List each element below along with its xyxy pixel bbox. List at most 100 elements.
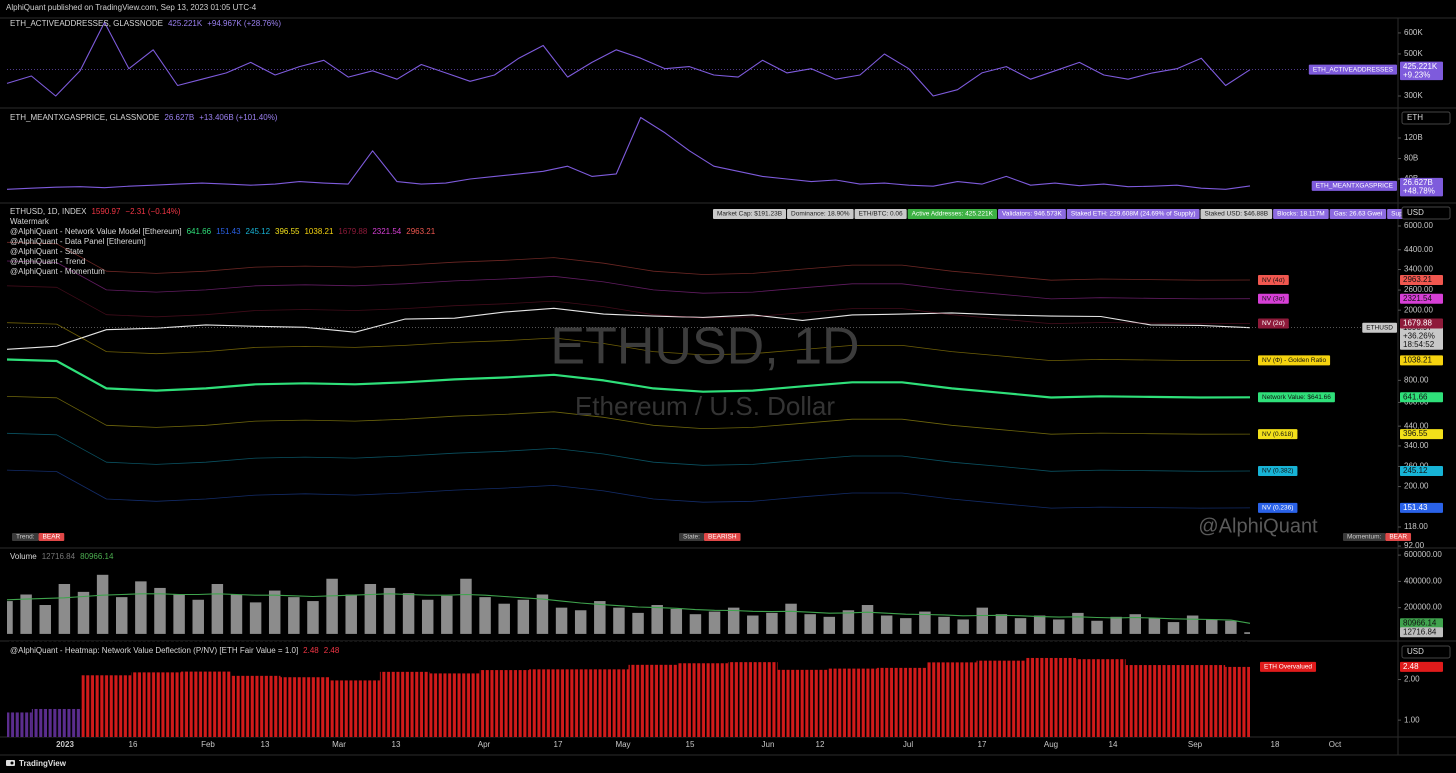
series-name-tag: ETHUSD bbox=[1366, 324, 1393, 331]
x-tick-label: 16 bbox=[129, 740, 138, 749]
x-tick-label: 12 bbox=[816, 740, 825, 749]
status-value: BEAR bbox=[1389, 534, 1407, 541]
bar bbox=[39, 605, 51, 634]
nv-tag-box bbox=[1258, 275, 1289, 286]
volume-value-tag-box bbox=[1400, 627, 1443, 638]
bar bbox=[919, 611, 931, 634]
bar bbox=[1033, 615, 1046, 634]
nv-tag-box bbox=[1258, 502, 1298, 513]
nv-value-tag-box bbox=[1400, 293, 1443, 304]
indicator-value: 2963.21 bbox=[406, 227, 435, 236]
indicator-name: @AlphiQuant - State bbox=[10, 247, 84, 256]
nv-tag: NV (3σ) bbox=[1262, 295, 1285, 302]
heatmap-value-tag-box bbox=[1400, 661, 1443, 672]
x-tick-label: 13 bbox=[392, 740, 401, 749]
indicator-name: @AlphiQuant - Network Value Model [Ether… bbox=[10, 227, 182, 236]
bar bbox=[211, 583, 224, 634]
bar bbox=[555, 607, 568, 634]
legend-change: +94.967K (+28.76%) bbox=[207, 19, 281, 28]
bar bbox=[900, 618, 912, 634]
heatmap-tag-box bbox=[1260, 661, 1317, 672]
ma-value-tag: 80966.14 bbox=[1403, 618, 1437, 627]
y-tick-label: 500K bbox=[1404, 49, 1423, 58]
legend-value: 80966.14 bbox=[80, 552, 114, 561]
nv-value-tag: 1038.21 bbox=[1403, 356, 1432, 365]
nv-value-tag: 641.66 bbox=[1403, 392, 1428, 401]
nv-tag: NV (4σ) bbox=[1262, 277, 1285, 284]
bar bbox=[173, 594, 185, 634]
x-tick-label: Oct bbox=[1329, 740, 1342, 749]
status-value: BEAR bbox=[43, 534, 61, 541]
y-tick-label: 400000.00 bbox=[1404, 576, 1442, 585]
bar bbox=[1148, 618, 1161, 634]
y-tick-label: 800.00 bbox=[1404, 375, 1429, 384]
bar bbox=[345, 594, 357, 634]
series-name-tag: ETH_ACTIVEADDRESSES bbox=[1313, 66, 1394, 73]
bar bbox=[421, 599, 434, 634]
nv-value-tag: 1679.88 bbox=[1403, 319, 1432, 328]
nv-tag-box bbox=[1258, 318, 1289, 329]
nv-value-tag-box bbox=[1400, 355, 1443, 366]
series-name-tag-box bbox=[1362, 322, 1397, 333]
bar bbox=[747, 615, 759, 634]
bar bbox=[842, 610, 855, 634]
y-tick-label: 1.00 bbox=[1404, 715, 1420, 724]
bar bbox=[441, 595, 453, 634]
bar bbox=[594, 601, 606, 634]
nv-tag-box bbox=[1258, 293, 1289, 304]
bar bbox=[708, 611, 721, 634]
status-value-box bbox=[38, 533, 65, 541]
x-tick-label: May bbox=[615, 740, 630, 749]
bar bbox=[1072, 612, 1084, 634]
series-line bbox=[6, 322, 1251, 361]
x-tick-label: Mar bbox=[332, 740, 346, 749]
legend-value: 2.48 bbox=[303, 646, 319, 655]
nv-tag: NV (0.382) bbox=[1262, 468, 1293, 475]
legend-value: 12716.84 bbox=[42, 552, 76, 561]
indicator-value: 396.55 bbox=[275, 227, 300, 236]
indicator-name: @AlphiQuant - Trend bbox=[10, 257, 85, 266]
legend-title: Volume bbox=[10, 552, 37, 561]
bar bbox=[58, 583, 71, 634]
last-price-tag-box bbox=[1400, 322, 1443, 350]
bar bbox=[613, 607, 625, 634]
data-panel-cell: ETH/BTC: 0.06 bbox=[859, 211, 903, 218]
y-tick-label: 200.00 bbox=[1404, 482, 1429, 491]
legend-value: 2.48 bbox=[324, 646, 340, 655]
series-line bbox=[6, 432, 1251, 472]
nv-value-tag-box bbox=[1400, 465, 1443, 476]
x-tick-label: 14 bbox=[1109, 740, 1118, 749]
bar bbox=[192, 599, 204, 634]
data-panel-cell-box bbox=[1200, 209, 1273, 219]
series-line bbox=[6, 260, 1251, 300]
header-text: AlphiQuant published on TradingView.com,… bbox=[6, 3, 257, 12]
nv-value-tag: 2963.21 bbox=[1403, 275, 1432, 284]
nv-tag: NV (0.618) bbox=[1262, 431, 1293, 438]
y-tick-label: 2.00 bbox=[1404, 675, 1420, 684]
heatmap-stripes bbox=[7, 641, 1250, 737]
bar bbox=[957, 619, 969, 634]
bar bbox=[689, 614, 702, 634]
status-value-box bbox=[703, 533, 741, 541]
nv-value-tag-box bbox=[1400, 429, 1443, 440]
nv-tag-box bbox=[1258, 429, 1298, 440]
watermark-title: ETHUSD, 1D bbox=[550, 318, 859, 376]
bar bbox=[1110, 616, 1122, 634]
legend-value: 1590.97 bbox=[91, 207, 120, 216]
bar bbox=[326, 578, 338, 634]
nv-tag-box bbox=[1258, 465, 1298, 476]
bar bbox=[574, 610, 587, 634]
y-tick-label: 340.00 bbox=[1404, 441, 1429, 450]
y-tick-label: 600K bbox=[1404, 28, 1423, 37]
bar bbox=[288, 597, 300, 634]
series-line bbox=[6, 396, 1251, 435]
bar bbox=[1225, 620, 1237, 634]
y-tick-label: 600000.00 bbox=[1404, 550, 1442, 559]
legend-title: ETH_MEANTXGASPRICE, GLASSNODE bbox=[10, 113, 159, 122]
footer-logo bbox=[6, 760, 15, 766]
unit-box bbox=[1401, 206, 1451, 220]
data-panel-cell: Dominance: 18.90% bbox=[791, 211, 850, 218]
last-price-tag: +36.26% bbox=[1403, 331, 1435, 340]
status-label-box bbox=[679, 533, 704, 541]
